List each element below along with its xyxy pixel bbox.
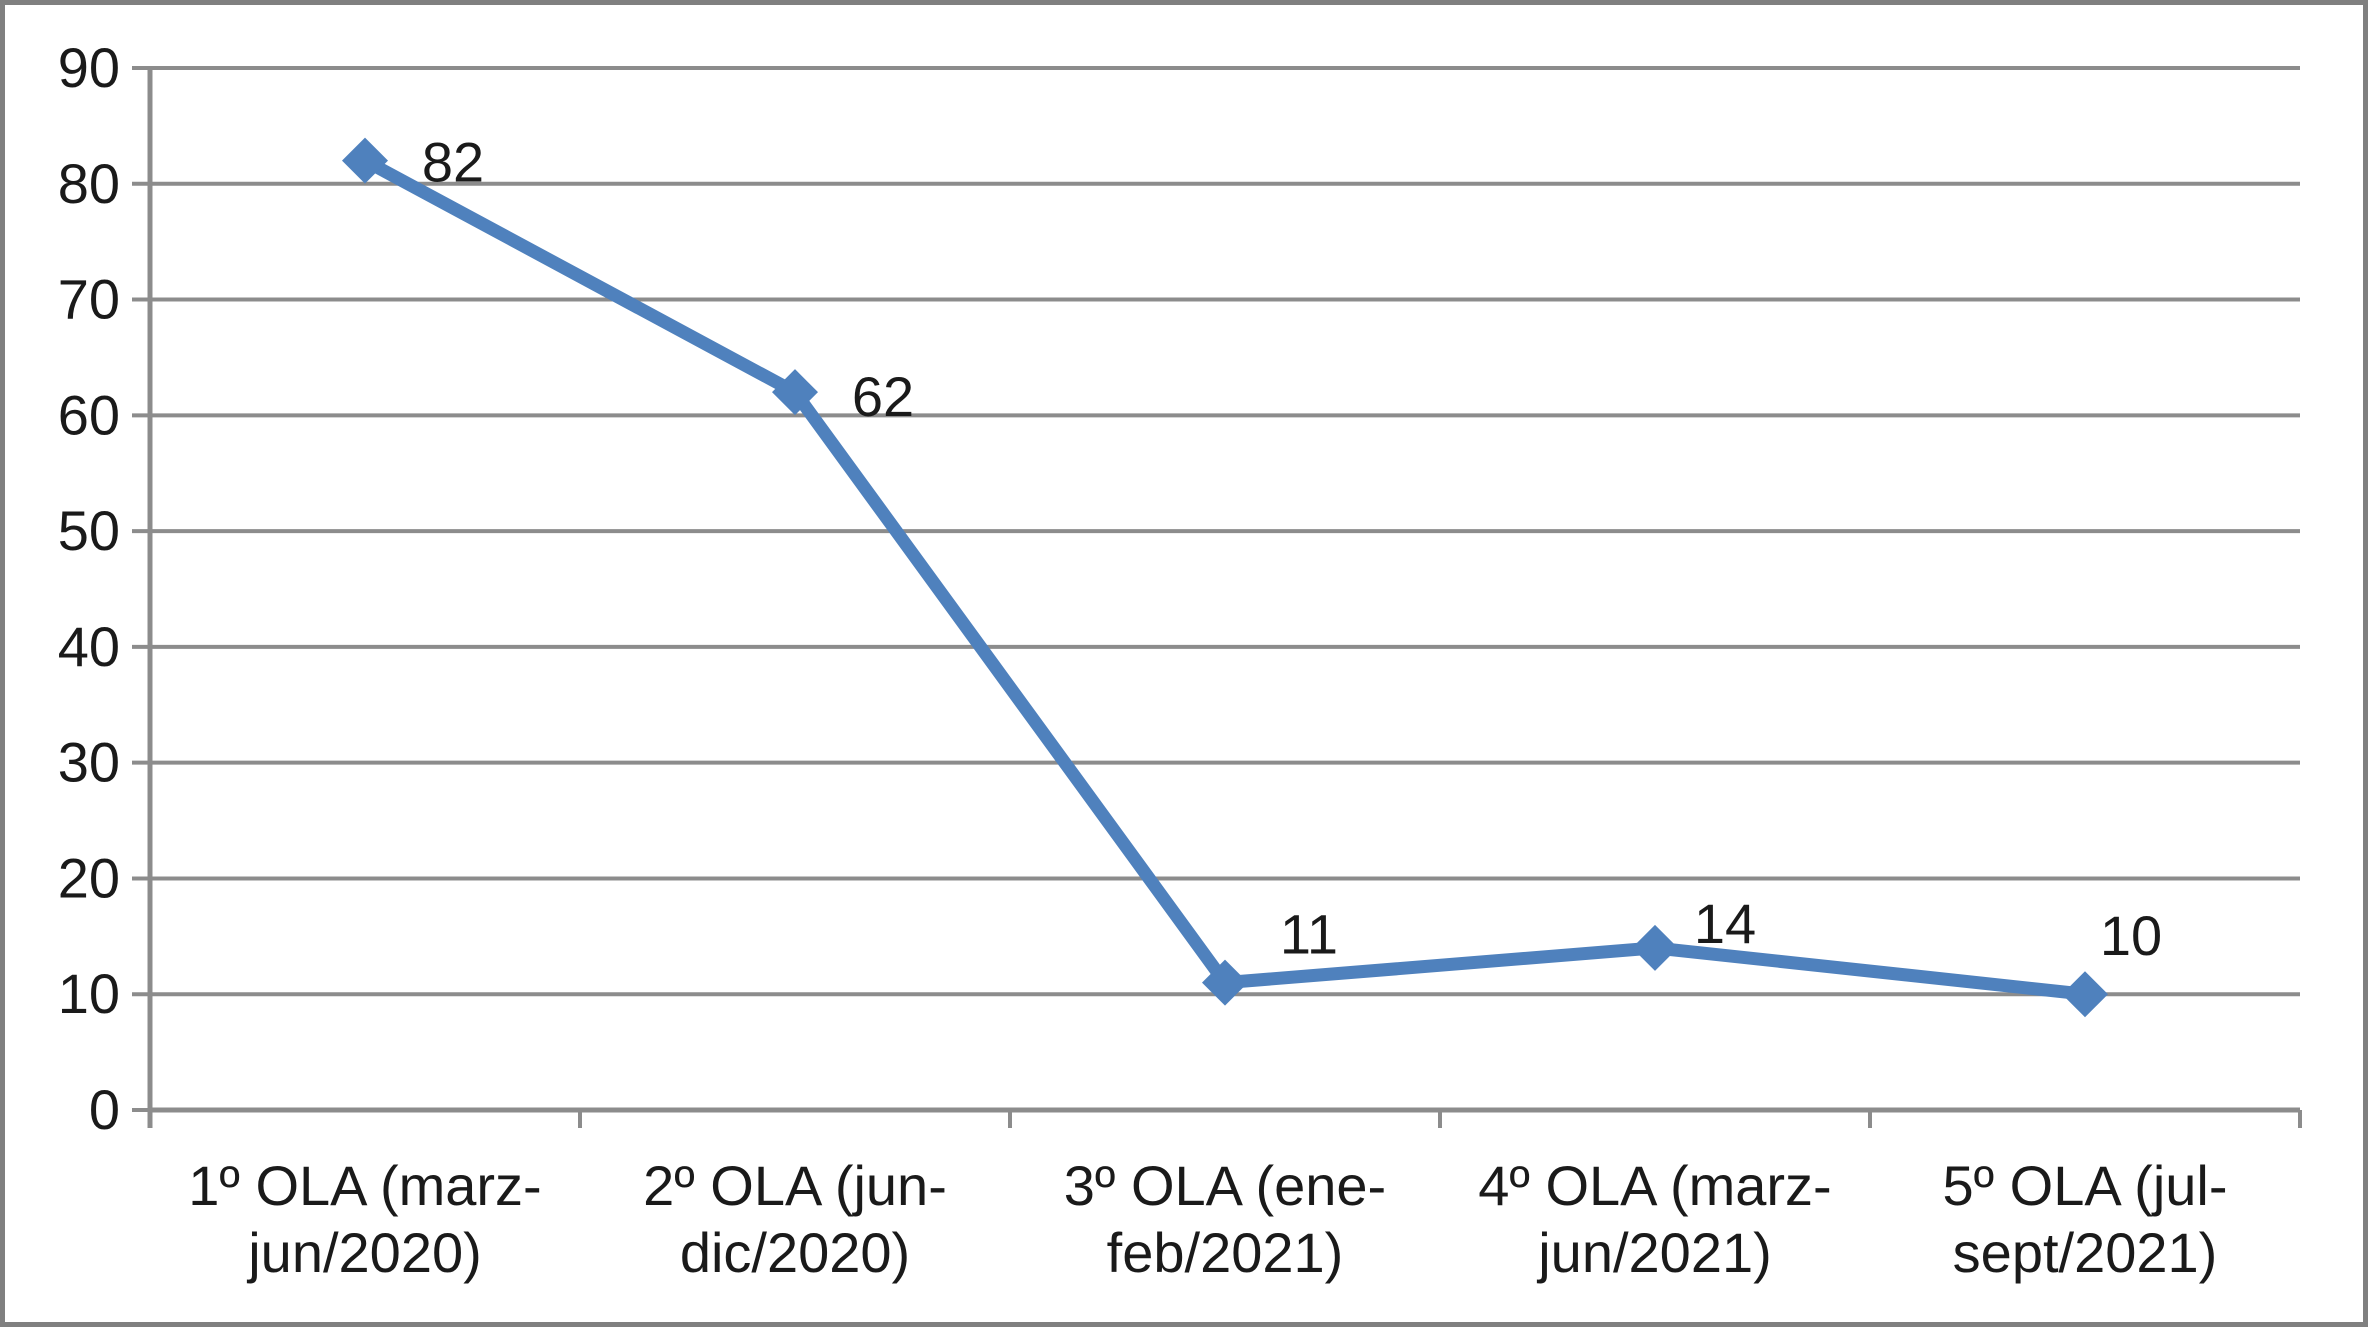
data-point-marker	[2062, 971, 2108, 1018]
data-label: 11	[1280, 903, 1338, 966]
line-chart: 0 10 20 30 40 50 60 70 80 90 1º OLA (marz-jun/2020…	[58, 36, 2302, 1284]
data-point-marker	[1632, 924, 1678, 971]
data-label: 62	[852, 365, 914, 428]
data-label: 82	[422, 131, 484, 194]
x-axis-category-label: 3º OLA (ene-feb/2021)	[1064, 1154, 1386, 1284]
x-axis-category-label: 1º OLA (marz-jun/2020)	[188, 1154, 541, 1284]
data-point-marker	[1202, 959, 1248, 1006]
y-axis-tick-label: 90	[58, 36, 120, 99]
x-axis-category-label: 2º OLA (jun-dic/2020)	[643, 1154, 947, 1284]
y-axis-tick-label: 20	[58, 846, 120, 909]
y-axis-tick-label: 60	[58, 383, 120, 446]
data-label: 10	[2100, 904, 2162, 967]
y-axis-tick-label: 10	[58, 962, 120, 1025]
data-point-marker	[342, 137, 388, 184]
y-axis-tick-label: 50	[58, 499, 120, 562]
y-axis-tick-label: 40	[58, 615, 120, 678]
data-point-marker	[772, 369, 818, 416]
y-axis-tick-label: 80	[58, 152, 120, 215]
data-label: 14	[1694, 892, 1756, 955]
series-line	[358, 154, 2092, 1001]
y-axis-tick-label: 70	[58, 268, 120, 331]
x-axis-category-label: 5º OLA (jul-sept/2021)	[1942, 1154, 2227, 1284]
x-axis-category-label: 4º OLA (marz-jun/2021)	[1478, 1154, 1831, 1284]
y-axis-tick-label: 0	[89, 1078, 120, 1141]
y-axis-tick-label: 30	[58, 731, 120, 794]
